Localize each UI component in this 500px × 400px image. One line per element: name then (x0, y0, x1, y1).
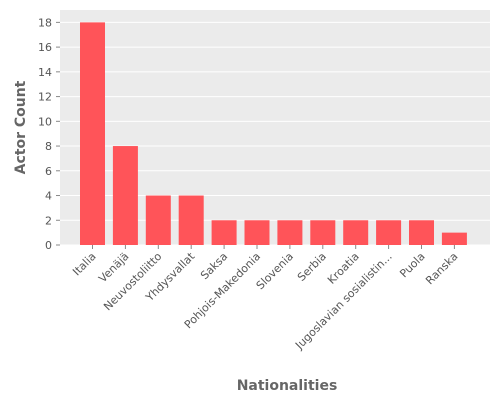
bar (376, 220, 402, 245)
x-tick-label: Serbia (295, 250, 329, 284)
bar (409, 220, 434, 245)
bar (112, 146, 138, 245)
y-tick-label: 6 (45, 165, 52, 178)
bar (310, 220, 336, 245)
bar (244, 220, 270, 245)
bar (80, 22, 105, 245)
y-tick-label: 2 (45, 214, 52, 227)
y-tick-label: 16 (38, 41, 52, 54)
y-axis-ticks: 0 2 4 6 8 10 12 14 16 18 (38, 16, 60, 252)
y-tick-label: 14 (38, 66, 52, 79)
x-tick-label: Italia (70, 250, 98, 278)
y-tick-label: 0 (45, 239, 52, 252)
y-tick-label: 12 (38, 91, 52, 104)
y-axis-title: Actor Count (13, 80, 29, 174)
y-tick-label: 18 (38, 16, 52, 29)
bar (441, 232, 467, 245)
x-tick-label: Puola (397, 250, 427, 280)
y-tick-label: 10 (38, 115, 52, 128)
bar (277, 220, 303, 245)
x-tick-label: Ranska (423, 250, 460, 287)
y-tick-label: 8 (45, 140, 52, 153)
bars (80, 22, 467, 245)
bar (343, 220, 369, 245)
bar (145, 195, 171, 245)
x-tick-label: Neuvostoliitto (101, 250, 164, 313)
y-tick-label: 4 (45, 190, 52, 203)
bar (178, 195, 204, 245)
x-axis-title: Nationalities (237, 378, 338, 394)
bar (211, 220, 237, 245)
